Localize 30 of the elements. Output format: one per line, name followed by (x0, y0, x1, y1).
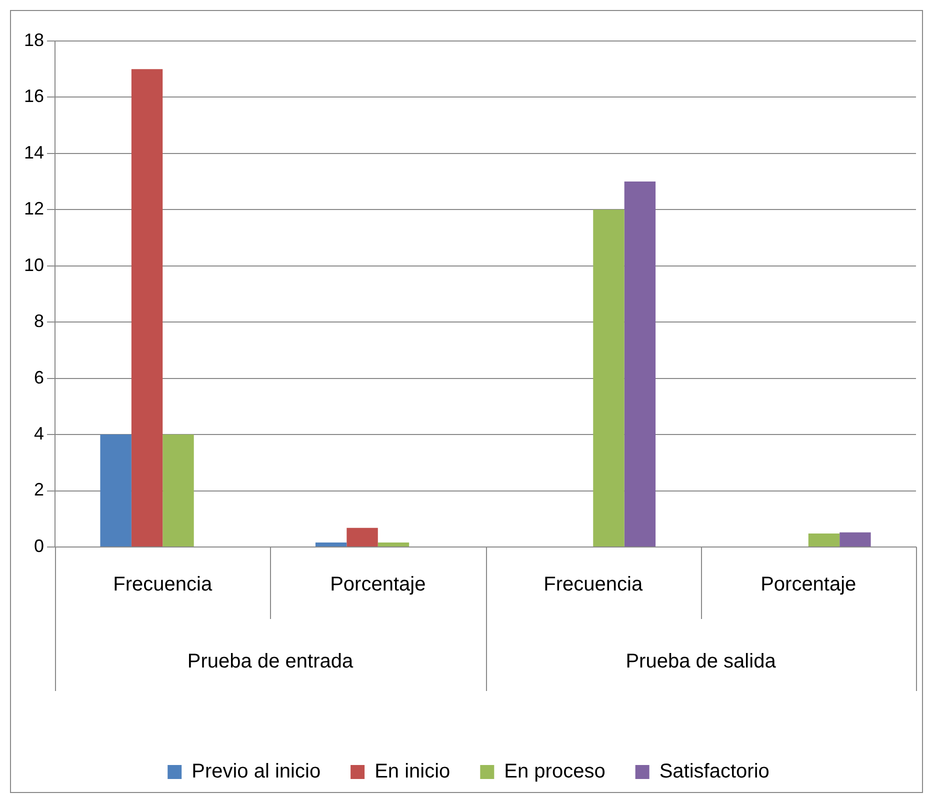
bar (624, 182, 656, 546)
bar (840, 532, 871, 546)
bar (346, 528, 378, 546)
y-tick-label: 12 (24, 198, 44, 219)
y-tick-label: 6 (34, 367, 44, 388)
y-tick-label: 2 (34, 480, 44, 500)
legend-label: Satisfactorio (659, 760, 770, 783)
x-tick-label: Porcentaje (760, 574, 856, 596)
legend-label: En proceso (504, 760, 606, 783)
y-tick-label: 14 (24, 142, 44, 162)
y-tick-label: 16 (24, 86, 44, 106)
y-tick-label: 4 (34, 424, 44, 444)
y-tick-label: 0 (34, 536, 44, 556)
y-tick-label: 10 (24, 254, 44, 275)
x-tick-label: Porcentaje (330, 574, 426, 596)
legend-label: En inicio (374, 760, 450, 783)
bar (378, 542, 410, 546)
bar (100, 434, 132, 546)
x-tick-label: Frecuencia (113, 574, 213, 596)
bar (131, 69, 163, 546)
text: Prueba de salida (626, 650, 777, 673)
y-tick-label: 8 (34, 311, 44, 332)
x-tick-label: Frecuencia (544, 574, 644, 596)
bar (315, 542, 347, 546)
bar (162, 434, 194, 546)
y-tick-label: 18 (24, 30, 44, 50)
legend-label: Previo al inicio (192, 760, 321, 783)
bar (593, 210, 624, 546)
bar (808, 534, 840, 546)
text: Prueba de entrada (187, 650, 354, 673)
